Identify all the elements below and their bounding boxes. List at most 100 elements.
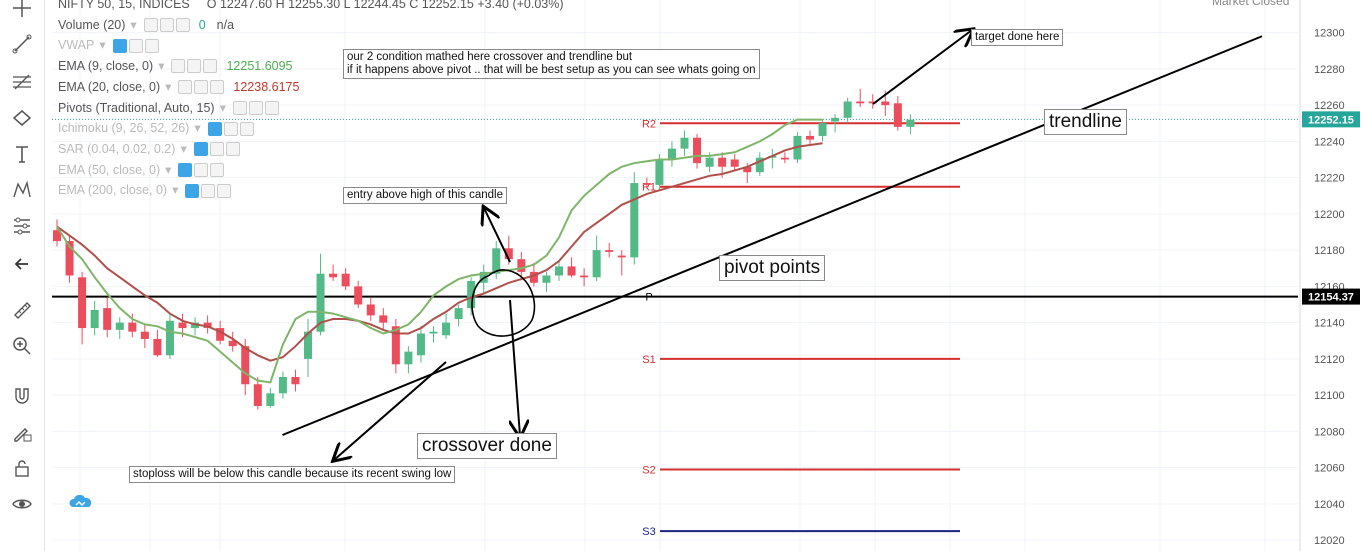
axis-tick-label: 12240 — [1314, 136, 1345, 148]
price-tag-label: 12154.37 — [1308, 292, 1354, 304]
chevron-down-icon[interactable]: ▾ — [158, 59, 165, 74]
pencil-lock-icon[interactable] — [8, 418, 36, 446]
pattern-icon[interactable] — [8, 176, 36, 204]
candle-body — [429, 331, 438, 334]
candle-body — [780, 157, 789, 160]
candle-body — [730, 159, 739, 167]
legend-row[interactable]: SAR (0.04, 0.02, 0.2) ▾ — [58, 139, 564, 160]
legend-label: Ichimoku (9, 26, 52, 26) — [58, 121, 190, 136]
legend-buttons — [171, 59, 218, 74]
close-icon[interactable] — [225, 142, 240, 157]
settings-icon[interactable] — [187, 59, 202, 74]
chevron-down-icon[interactable]: ▾ — [180, 141, 187, 156]
chevron-down-icon[interactable]: ▾ — [99, 38, 106, 53]
close-icon[interactable] — [203, 59, 218, 74]
back-arrow-icon[interactable] — [8, 250, 36, 278]
close-icon[interactable] — [264, 100, 279, 115]
settings-icon[interactable] — [194, 162, 209, 177]
settings-icon[interactable] — [194, 80, 209, 95]
legend-row[interactable]: VWAP ▾ — [58, 35, 564, 56]
ema20-line — [56, 142, 823, 362]
trendline-icon[interactable] — [8, 30, 36, 58]
candle-body — [103, 308, 112, 330]
eye-toggle-icon[interactable] — [207, 121, 222, 136]
legend-row[interactable]: EMA (50, close, 0) ▾ — [58, 160, 564, 181]
text-icon[interactable] — [8, 140, 36, 168]
condition-note-line2: if it happens above pivot .. that will b… — [347, 64, 756, 76]
candle-body — [253, 384, 262, 406]
eye-toggle-icon[interactable] — [185, 183, 200, 198]
candle-body — [416, 333, 425, 356]
ema9-line — [56, 118, 823, 384]
crossover-label: crossover done — [417, 433, 557, 459]
legend-buttons — [232, 100, 279, 115]
eye-toggle-icon[interactable] — [178, 80, 193, 95]
candle-body — [291, 377, 300, 385]
candle-body — [78, 277, 87, 329]
legend-label: Pivots (Traditional, Auto, 15) — [58, 100, 215, 115]
candle-body — [856, 101, 865, 104]
pivot-label: R2 — [642, 118, 656, 130]
fib-icon[interactable] — [8, 68, 36, 96]
legend-row[interactable]: Pivots (Traditional, Auto, 15) ▾ — [58, 98, 564, 119]
chevron-down-icon[interactable]: ▾ — [165, 162, 172, 177]
close-icon[interactable] — [217, 183, 232, 198]
shape-icon[interactable] — [8, 104, 36, 132]
ohlc-readout: O 12247.60 H 12255.30 L 12244.45 C 12252… — [206, 0, 564, 11]
cloud-icon[interactable] — [68, 492, 94, 512]
lock-icon[interactable] — [8, 454, 36, 482]
legend-row[interactable]: Volume (20) ▾ 0 n/a — [58, 15, 564, 36]
axis-tick-label: 12180 — [1314, 245, 1345, 257]
legend-row[interactable]: EMA (200, close, 0) ▾ — [58, 180, 564, 201]
legend-row[interactable]: EMA (20, close, 0) ▾ 12238.6175 — [58, 77, 564, 98]
close-icon[interactable] — [175, 18, 190, 33]
chevron-down-icon[interactable]: ▾ — [219, 100, 226, 115]
eye-toggle-icon[interactable] — [193, 142, 208, 157]
axis-tick-label: 12300 — [1314, 28, 1345, 40]
eye-icon[interactable] — [8, 490, 36, 518]
chevron-down-icon[interactable]: ▾ — [130, 17, 137, 32]
legend-row[interactable]: Ichimoku (9, 26, 52, 26) ▾ — [58, 118, 564, 139]
crosshair-icon[interactable] — [8, 0, 36, 22]
legend-row[interactable]: EMA (9, close, 0) ▾ 12251.6095 — [58, 56, 564, 77]
price-tag-label: 12252.15 — [1308, 114, 1354, 126]
settings-icon[interactable] — [209, 142, 224, 157]
chevron-down-icon[interactable]: ▾ — [194, 121, 201, 136]
target-note: target done here — [971, 29, 1064, 46]
candle-body — [241, 346, 250, 385]
eye-toggle-icon[interactable] — [232, 100, 247, 115]
close-icon[interactable] — [210, 162, 225, 177]
ema-lines — [56, 118, 823, 384]
settings-icon[interactable] — [223, 121, 238, 136]
settings-icon[interactable] — [201, 183, 216, 198]
ruler-icon[interactable] — [8, 296, 36, 324]
settings-icon[interactable] — [248, 100, 263, 115]
magnet-icon[interactable] — [8, 382, 36, 410]
condition-note: our 2 condition mathed here crossover an… — [343, 49, 760, 79]
candle-body — [617, 255, 626, 258]
close-icon[interactable] — [210, 80, 225, 95]
candle-body — [454, 308, 463, 319]
market-status: Market Closed — [1212, 0, 1290, 8]
crossover-circle — [471, 269, 536, 337]
chevron-down-icon[interactable]: ▾ — [172, 183, 179, 198]
axis-tick-label: 12100 — [1314, 390, 1345, 402]
candle-body — [153, 338, 162, 356]
settings-icon[interactable] — [128, 38, 143, 53]
prediction-icon[interactable] — [8, 212, 36, 240]
axis-tick-label: 12220 — [1314, 173, 1345, 185]
eye-toggle-icon[interactable] — [171, 59, 186, 74]
close-icon[interactable] — [239, 121, 254, 136]
close-icon[interactable] — [144, 38, 159, 53]
eye-toggle-icon[interactable] — [178, 162, 193, 177]
eye-toggle-icon[interactable] — [112, 38, 127, 53]
settings-icon[interactable] — [159, 18, 174, 33]
legend-buttons — [112, 38, 159, 53]
eye-toggle-icon[interactable] — [143, 18, 158, 33]
zoom-icon[interactable] — [8, 332, 36, 360]
chevron-down-icon[interactable]: ▾ — [165, 79, 172, 94]
axis-tick-label: 12120 — [1314, 354, 1345, 366]
candle-body — [693, 137, 702, 164]
candle-body — [567, 266, 576, 276]
